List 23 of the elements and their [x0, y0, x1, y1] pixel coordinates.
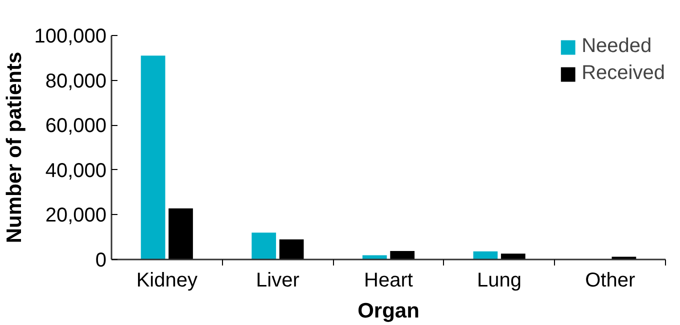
bar — [473, 251, 498, 260]
x-tick-label: Heart — [364, 270, 414, 292]
legend-label: Received — [582, 62, 665, 85]
y-tick-label: 100,000 — [34, 26, 106, 48]
bar — [140, 56, 166, 260]
y-tick-label: 80,000 — [45, 70, 106, 92]
bar — [279, 239, 304, 260]
x-tick-label: Kidney — [136, 270, 198, 292]
y-tick-label: 20,000 — [45, 204, 106, 227]
y-axis-title: Number of patients — [3, 52, 26, 244]
bar — [252, 232, 276, 260]
y-tick-label: 40,000 — [45, 160, 106, 182]
bar — [500, 254, 526, 260]
y-tick-label: 0 — [95, 250, 106, 272]
bar — [362, 255, 387, 260]
x-tick-label: Liver — [256, 270, 300, 292]
x-tick-label: Other — [585, 270, 636, 292]
bar — [390, 250, 415, 260]
y-tick-label: 60,000 — [45, 115, 106, 138]
legend-label: Needed — [582, 35, 652, 58]
bar — [168, 208, 193, 260]
x-axis-title: Organ — [358, 300, 420, 322]
x-tick-label: Lung — [477, 270, 522, 292]
